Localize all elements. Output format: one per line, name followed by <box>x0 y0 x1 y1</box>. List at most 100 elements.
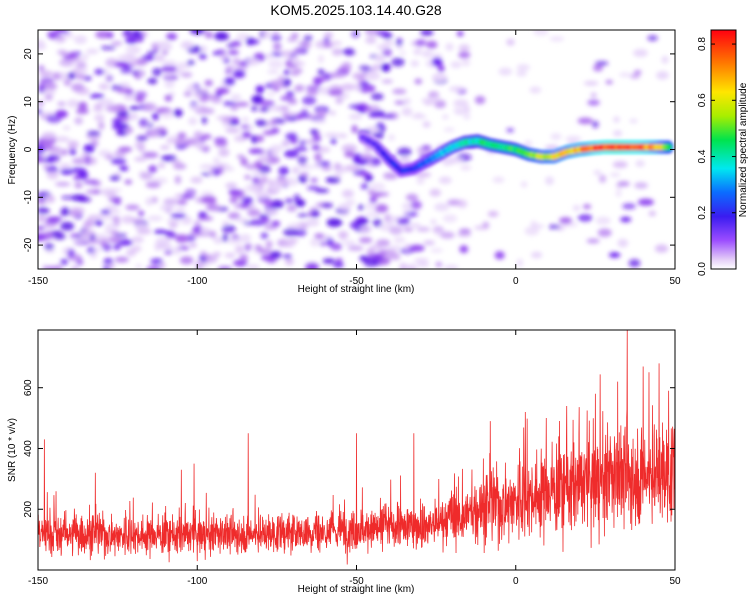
spectral-patch <box>159 204 175 212</box>
spectral-patch <box>193 131 203 139</box>
spectral-patch <box>71 83 85 92</box>
spectral-patch <box>170 213 187 219</box>
colorbar-tick-label: 0.0 <box>697 262 708 276</box>
spectral-patch <box>366 247 375 257</box>
spectral-patch <box>637 198 654 206</box>
spectral-patch <box>134 91 147 99</box>
snr-y-axis: 200 400 600 <box>23 379 675 518</box>
spectral-patch <box>401 107 413 116</box>
spectral-patch <box>648 210 656 217</box>
spectral-patch <box>147 215 163 222</box>
spectral-patch <box>245 183 260 193</box>
spectral-patch <box>159 262 166 269</box>
spectral-patch <box>447 157 463 164</box>
spectral-patch <box>440 231 455 239</box>
spectral-patch <box>351 30 360 38</box>
spectral-patch <box>203 107 215 115</box>
spectral-patch <box>533 30 549 36</box>
spectral-patch <box>421 50 434 58</box>
spectral-patch <box>395 38 403 47</box>
spectral-patch <box>150 258 164 265</box>
spectral-patch <box>190 30 206 35</box>
spectral-patch <box>281 140 290 147</box>
spectral-patch <box>247 208 261 217</box>
spectrogram-background-patches <box>38 30 669 269</box>
snr-y-axis-label: SNR (10 * v/v) <box>7 418 18 482</box>
spectral-patch <box>429 188 442 197</box>
spectral-patch <box>463 113 471 120</box>
spectral-patch <box>225 65 235 70</box>
spectral-patch <box>270 144 284 151</box>
spectral-patch <box>211 96 223 104</box>
spectral-patch <box>338 203 352 212</box>
spectral-patch <box>199 95 209 103</box>
spectral-patch <box>344 150 355 158</box>
spectral-patch <box>270 127 280 134</box>
spectral-patch <box>162 60 177 67</box>
spectral-patch <box>416 177 425 185</box>
spectral-patch <box>242 131 252 139</box>
spectral-patch <box>272 31 279 37</box>
spectral-patch <box>363 259 379 268</box>
spectral-patch <box>654 244 669 253</box>
spectral-patch <box>43 88 56 95</box>
spectral-patch <box>214 31 229 41</box>
spectrogram-y-tick-label: -20 <box>23 237 34 252</box>
spectral-patch <box>163 71 174 78</box>
spectral-patch <box>59 58 75 67</box>
spectral-patch <box>108 230 120 235</box>
spectral-patch <box>100 45 116 50</box>
spectral-patch <box>332 73 346 78</box>
spectral-patch <box>119 165 129 172</box>
spectral-patch <box>593 170 602 176</box>
spectral-patch <box>230 104 239 112</box>
spectral-patch <box>86 130 101 136</box>
spectral-patch <box>212 252 222 257</box>
spectral-patch <box>582 204 592 210</box>
spectral-patch <box>200 172 213 177</box>
spectral-patch <box>216 49 226 54</box>
spectral-patch <box>384 214 391 223</box>
spectral-patch <box>174 138 187 146</box>
spectral-patch <box>93 247 102 252</box>
figure-title: KOM5.2025.103.14.40.G28 <box>270 2 441 18</box>
spectral-patch <box>333 174 342 179</box>
spectral-patch <box>359 65 371 70</box>
spectral-patch <box>454 109 465 115</box>
spectral-patch <box>403 97 411 105</box>
spectral-patch <box>224 77 236 86</box>
spectral-patch <box>430 248 444 253</box>
spectral-patch <box>297 213 309 218</box>
spectral-patch <box>520 181 528 188</box>
spectral-patch <box>146 266 162 269</box>
spectral-patch <box>459 245 469 254</box>
spectral-patch <box>66 99 80 108</box>
spectral-patch <box>67 248 75 258</box>
snr-x-tick-label: 0 <box>513 576 519 587</box>
spectral-patch <box>359 255 367 262</box>
spectral-patch <box>152 67 162 77</box>
spectral-patch <box>67 140 79 150</box>
spectral-patch <box>342 240 356 246</box>
colorbar-tick-label: 0.6 <box>697 93 708 107</box>
spectral-patch <box>321 165 332 171</box>
spectral-patch <box>180 194 195 199</box>
spectral-patch <box>38 206 50 215</box>
spectral-patch <box>83 144 95 153</box>
spectral-patch <box>254 244 262 251</box>
spectral-patch <box>389 245 402 251</box>
spectral-patch <box>127 113 139 121</box>
spectral-patch <box>246 243 253 249</box>
spectral-patch <box>633 70 642 75</box>
spectral-patch <box>360 183 369 190</box>
snr-y-tick-label: 600 <box>23 379 34 396</box>
spectral-patch <box>285 91 295 96</box>
spectral-patch <box>516 64 530 71</box>
spectral-patch <box>321 202 334 209</box>
spectral-patch <box>647 35 658 41</box>
spectral-patch <box>135 263 143 269</box>
spectral-patch <box>360 87 371 93</box>
spectral-patch <box>123 30 132 36</box>
spectral-patch <box>620 216 632 223</box>
spectral-patch <box>60 168 74 175</box>
